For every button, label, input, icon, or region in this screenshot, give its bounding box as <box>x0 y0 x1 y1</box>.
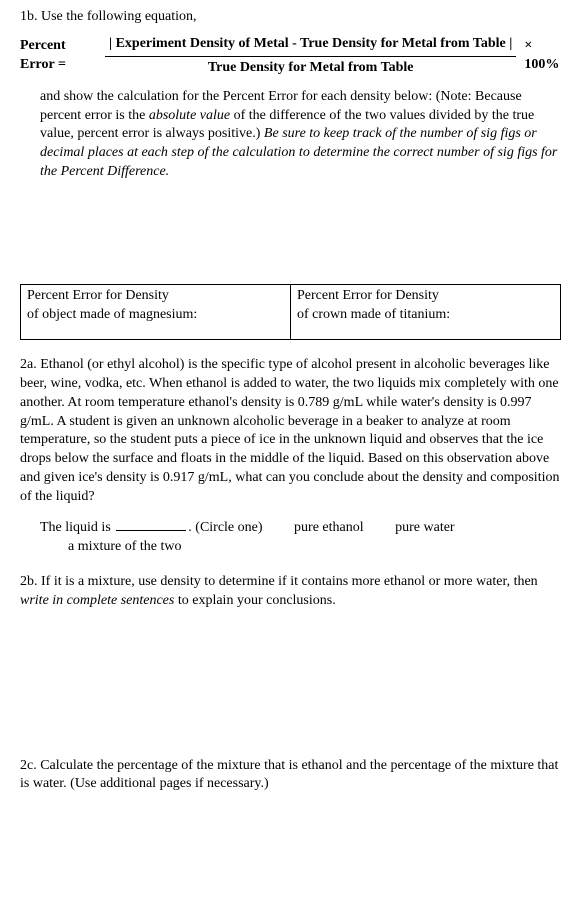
q2c-text: Calculate the percentage of the mixture … <box>20 758 558 792</box>
q1b-intro: 1b. Use the following equation, <box>20 8 561 27</box>
question-2b: 2b. If it is a mixture, use density to d… <box>20 573 561 611</box>
q2a-label: 2a. <box>20 357 37 372</box>
q2b-text-2: to explain your conclusions. <box>174 593 335 608</box>
workspace-gap-2 <box>20 611 561 741</box>
q2b-label: 2b. <box>20 574 38 589</box>
pe-cell-magnesium: Percent Error for Density of object made… <box>21 285 291 340</box>
pe-ti-line2: of crown made of titanium: <box>297 307 450 322</box>
pe-ti-line1: Percent Error for Density <box>297 288 439 303</box>
percent-error-table: Percent Error for Density of object made… <box>20 284 561 340</box>
explain-italic-1: absolute value <box>149 108 230 123</box>
q2a-text: Ethanol (or ethyl alcohol) is the specif… <box>20 357 559 504</box>
q2a-opt-water: pure water <box>395 519 454 538</box>
pe-cell-titanium: Percent Error for Density of crown made … <box>291 285 561 340</box>
question-2c: 2c. Calculate the percentage of the mixt… <box>20 757 561 795</box>
eq-fraction: | Experiment Density of Metal - True Den… <box>105 35 516 78</box>
eq-lhs: Percent Error = <box>20 37 95 75</box>
question-2a: 2a. Ethanol (or ethyl alcohol) is the sp… <box>20 356 561 557</box>
workspace-gap-3 <box>20 794 561 884</box>
eq-denominator: True Density for Metal from Table <box>204 57 418 78</box>
q1b-explanation: and show the calculation for the Percent… <box>40 88 561 182</box>
workspace-gap-1 <box>20 192 561 280</box>
q2b-italic: write in complete sentences <box>20 593 174 608</box>
q2a-choice-lead: The liquid is <box>40 520 114 535</box>
q2a-blank <box>116 530 186 531</box>
q2a-circle-one: . (Circle one) <box>188 520 262 535</box>
eq-numerator: | Experiment Density of Metal - True Den… <box>105 35 516 57</box>
q2a-opt-ethanol: pure ethanol <box>294 519 364 538</box>
pe-mag-line1: Percent Error for Density <box>27 288 169 303</box>
q2c-label: 2c. <box>20 758 37 773</box>
q2b-text-1: If it is a mixture, use density to deter… <box>41 574 538 589</box>
percent-error-equation: Percent Error = | Experiment Density of … <box>20 35 561 78</box>
q2a-choice-row: The liquid is . (Circle one) pure ethano… <box>40 519 561 557</box>
q2a-opt-mixture: a mixture of the two <box>68 538 182 557</box>
pe-mag-line2: of object made of magnesium: <box>27 307 197 322</box>
eq-tail: × 100% <box>524 37 561 75</box>
